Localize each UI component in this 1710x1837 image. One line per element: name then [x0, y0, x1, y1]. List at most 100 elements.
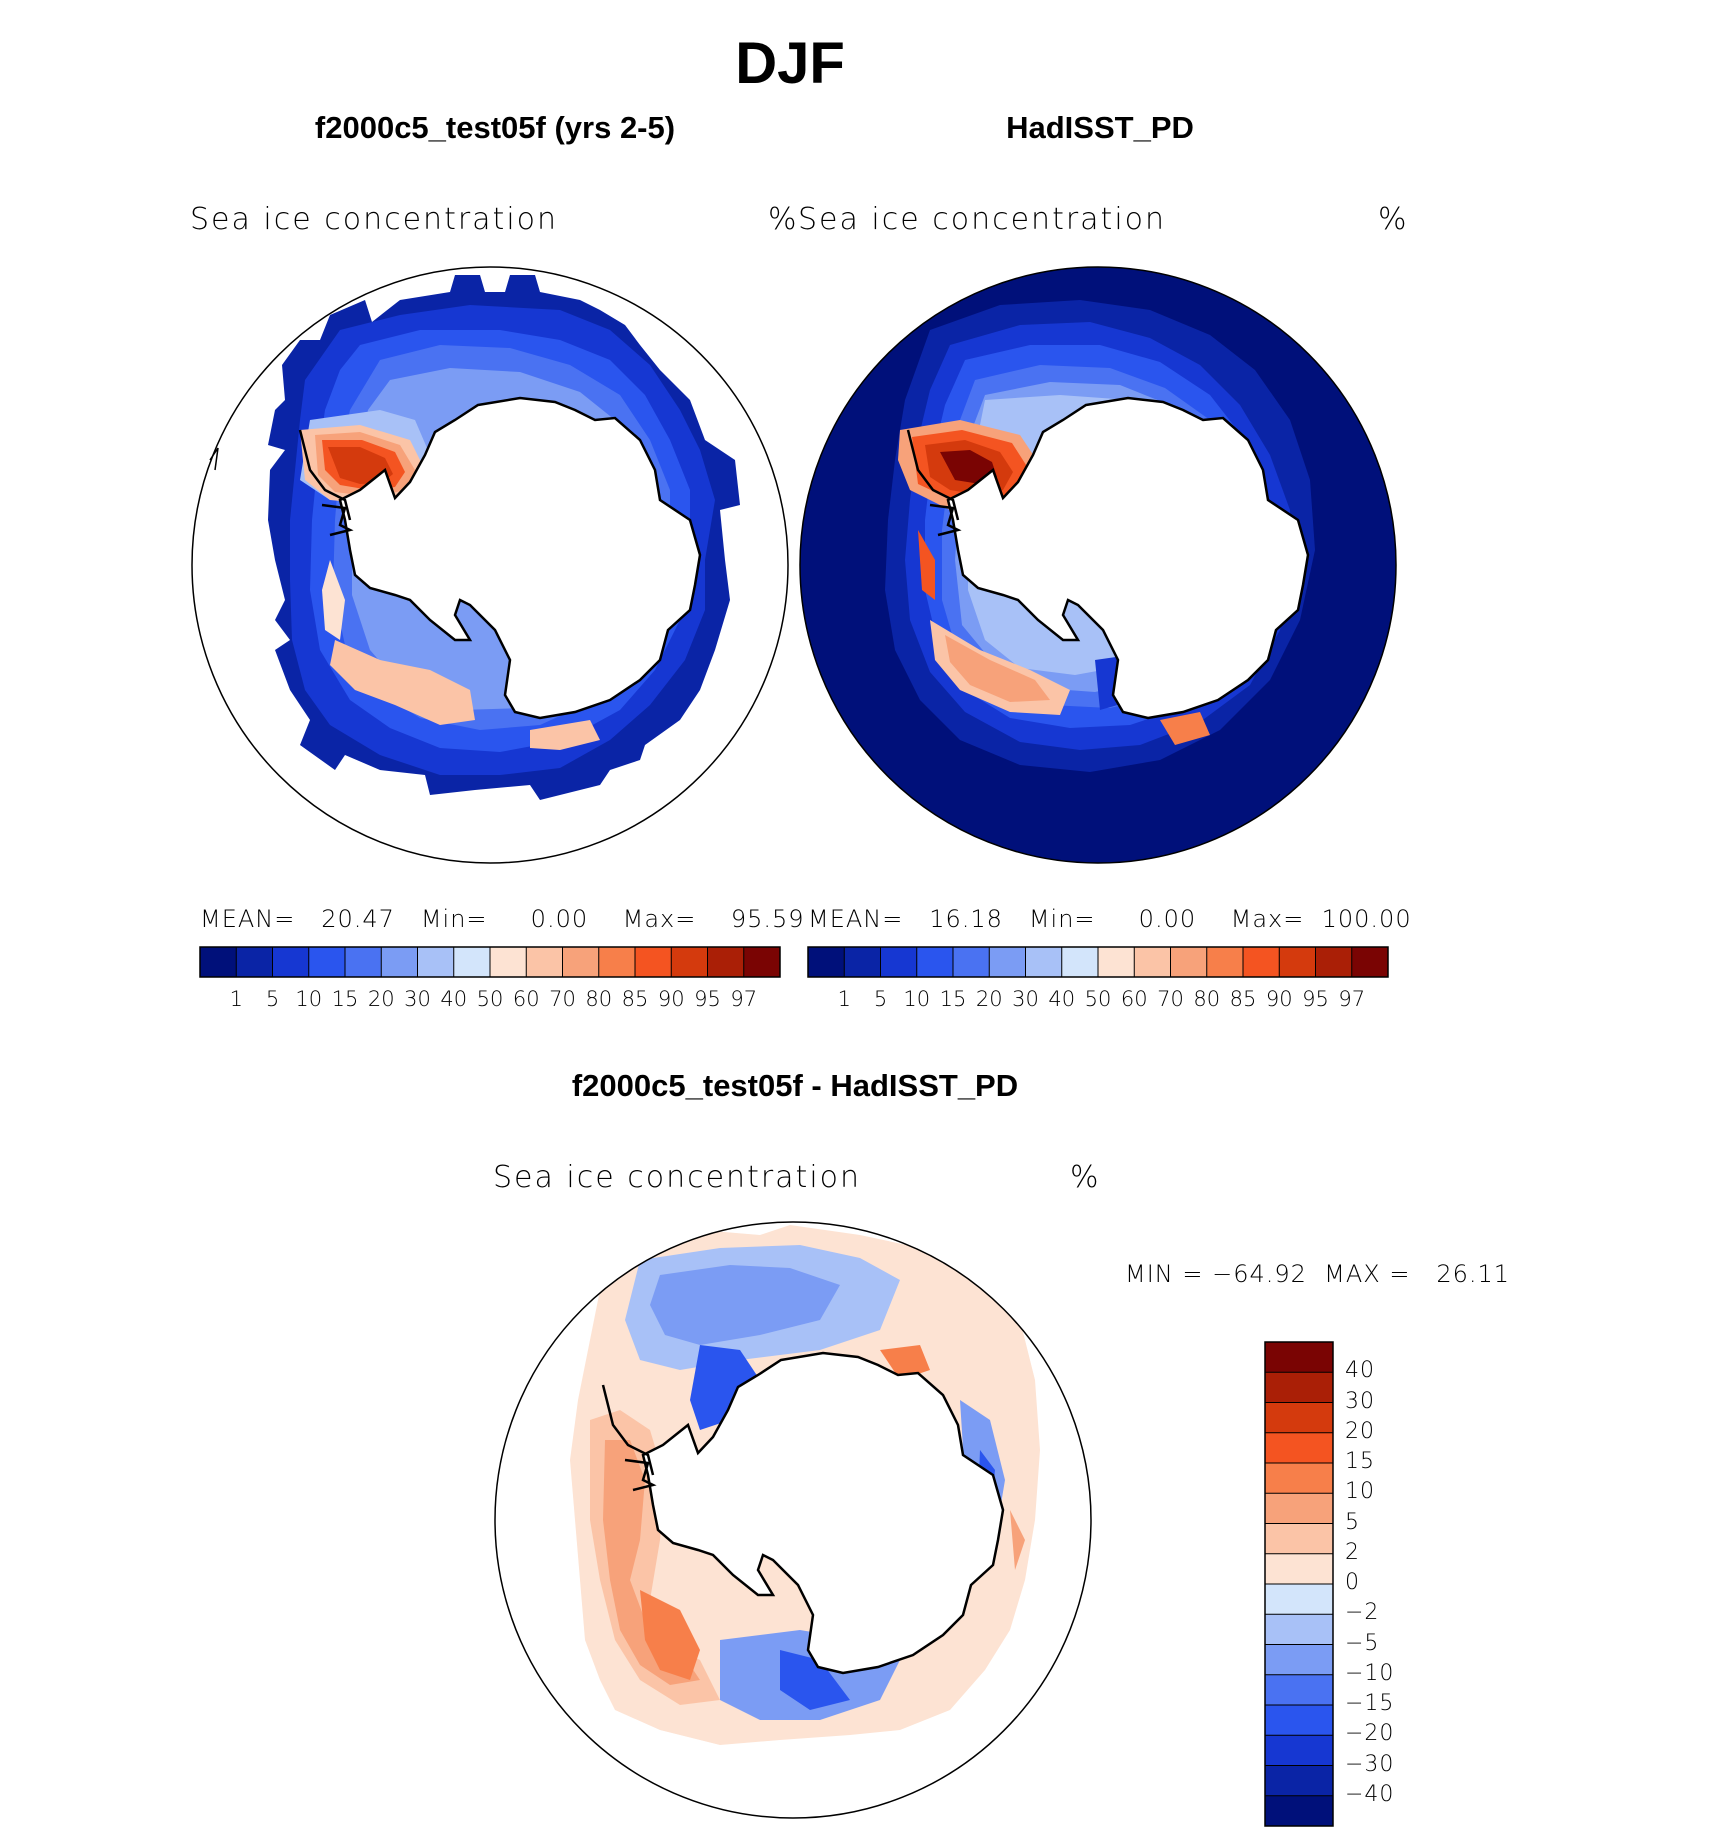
diff-antarctica-coast: [641, 1351, 1005, 1675]
obs-colorbar-tick: 40: [1048, 987, 1076, 1011]
obs-colorbar: [807, 946, 1389, 978]
diff-colorbar: [1264, 1341, 1334, 1827]
obs-colorbar-swatch: [916, 947, 954, 977]
model-colorbar-tick: 30: [404, 987, 431, 1011]
obs-colorbar-swatch: [880, 947, 918, 977]
diff-colorbar-swatch: [1265, 1493, 1333, 1524]
model-colorbar-swatch: [598, 947, 636, 977]
diff-colorbar-swatch: [1265, 1463, 1333, 1494]
diff-colorbar-ticks: 40 30 20 15 10 5 2 0 −2 −5 −10 −15 −20 −30 −40: [1345, 1342, 1435, 1826]
diff-colorbar-tick: −30: [1345, 1751, 1395, 1777]
model-colorbar-swatch: [707, 947, 745, 977]
diff-colorbar-tick: −40: [1345, 1781, 1395, 1807]
obs-units-label: %: [1378, 202, 1409, 237]
obs-colorbar-ticks: 1 5 10 15 20 30 40 50 60 70 80 85 90 95 97: [808, 987, 1388, 1017]
model-colorbar-tick: 15: [331, 987, 359, 1011]
panel-title-obs: HadISST_PD: [1006, 110, 1194, 145]
model-colorbar-tick: 1: [229, 987, 243, 1011]
obs-colorbar-tick: 30: [1012, 987, 1039, 1011]
panel-title-model: f2000c5_test05f (yrs 2-5): [314, 110, 676, 145]
diff-colorbar-swatch: [1265, 1735, 1333, 1766]
obs-colorbar-swatch: [1134, 947, 1171, 977]
obs-colorbar-swatch: [1279, 947, 1316, 977]
diff-variable-label: Sea ice concentration: [493, 1160, 862, 1195]
diff-colorbar-swatch: [1265, 1553, 1333, 1585]
diff-minmax: MIN = −64.92 MAX = 26.11: [1125, 1260, 1511, 1288]
diff-colorbar-tick: 2: [1345, 1539, 1360, 1565]
obs-antarctica-coast: [946, 396, 1310, 720]
diff-colorbar-swatch: [1265, 1432, 1333, 1464]
obs-colorbar-swatch: [953, 947, 990, 977]
obs-colorbar-tick: 10: [903, 987, 931, 1011]
diff-colorbar-swatch: [1265, 1674, 1333, 1706]
obs-colorbar-tick: 85: [1229, 987, 1257, 1011]
obs-variable-label: Sea ice concentration: [798, 202, 1167, 237]
obs-colorbar-swatch: [1098, 947, 1135, 977]
obs-colorbar-tick: 80: [1193, 987, 1221, 1011]
model-colorbar-swatch: [417, 947, 455, 977]
model-colorbar-swatch: [526, 947, 563, 977]
obs-colorbar-tick: 20: [975, 987, 1003, 1011]
obs-colorbar-tick: 97: [1338, 987, 1366, 1011]
obs-stats: MEAN= 16.18 Min= 0.00 Max= 100.00: [808, 905, 1412, 933]
obs-colorbar-swatch: [1315, 947, 1353, 977]
diff-colorbar-swatch: [1265, 1584, 1333, 1615]
diff-colorbar-tick: −2: [1345, 1600, 1380, 1626]
figure-title: DJF: [735, 31, 845, 96]
diff-colorbar-swatch: [1265, 1705, 1333, 1736]
model-colorbar-swatch: [453, 947, 491, 977]
model-colorbar-tick: 97: [730, 987, 758, 1011]
model-colorbar-tick: 90: [657, 987, 685, 1011]
obs-colorbar-tick: 60: [1120, 987, 1148, 1011]
obs-colorbar-tick: 70: [1157, 987, 1184, 1011]
diff-colorbar-tick: −10: [1345, 1660, 1395, 1686]
obs-colorbar-tick: 1: [837, 987, 851, 1011]
model-colorbar: [199, 946, 781, 978]
model-colorbar-swatch: [562, 947, 600, 977]
diff-colorbar-swatch: [1265, 1372, 1333, 1403]
diff-colorbar-swatch: [1265, 1523, 1333, 1555]
diff-units-label: %: [1070, 1160, 1101, 1195]
obs-colorbar-tick: 50: [1084, 987, 1112, 1011]
model-colorbar-tick: 95: [694, 987, 721, 1011]
obs-colorbar-tick: 15: [939, 987, 967, 1011]
model-colorbar-swatch: [671, 947, 708, 977]
diff-colorbar-tick: 5: [1345, 1509, 1360, 1535]
model-colorbar-tick: 80: [585, 987, 613, 1011]
model-colorbar-swatch: [308, 947, 346, 977]
diff-colorbar-swatch: [1265, 1342, 1333, 1373]
obs-colorbar-swatch: [844, 947, 881, 977]
obs-colorbar-swatch: [989, 947, 1026, 977]
model-colorbar-swatch: [635, 947, 672, 977]
obs-colorbar-swatch: [808, 947, 845, 977]
model-units-label: %: [768, 202, 799, 237]
model-colorbar-tick: 70: [549, 987, 576, 1011]
obs-colorbar-swatch: [1061, 947, 1099, 977]
obs-colorbar-swatch: [1243, 947, 1280, 977]
model-colorbar-swatch: [381, 947, 418, 977]
model-colorbar-tick: 10: [295, 987, 323, 1011]
model-antarctica-coast: [338, 396, 702, 720]
model-colorbar-swatch: [236, 947, 273, 977]
model-variable-label: Sea ice concentration: [190, 202, 559, 237]
diff-colorbar-tick: 15: [1345, 1449, 1375, 1474]
diff-colorbar-tick: 20: [1345, 1418, 1375, 1444]
diff-colorbar-tick: 40: [1345, 1358, 1375, 1384]
model-colorbar-tick: 85: [621, 987, 649, 1011]
diff-colorbar-tick: 30: [1345, 1388, 1375, 1414]
obs-colorbar-swatch: [1170, 947, 1208, 977]
diff-colorbar-tick: 10: [1345, 1479, 1375, 1505]
obs-colorbar-tick: 5: [873, 987, 888, 1011]
model-colorbar-swatch: [490, 947, 527, 977]
model-colorbar-ticks: 1 5 10 15 20 30 40 50 60 70 80 85 90 95 97: [200, 987, 780, 1017]
model-colorbar-tick: 20: [367, 987, 395, 1011]
diff-colorbar-swatch: [1265, 1614, 1333, 1645]
obs-colorbar-swatch: [1351, 947, 1389, 977]
diff-colorbar-tick: 0: [1345, 1570, 1360, 1595]
obs-colorbar-tick: 90: [1265, 987, 1293, 1011]
obs-colorbar-tick: 95: [1302, 987, 1329, 1011]
model-colorbar-swatch: [200, 947, 237, 977]
